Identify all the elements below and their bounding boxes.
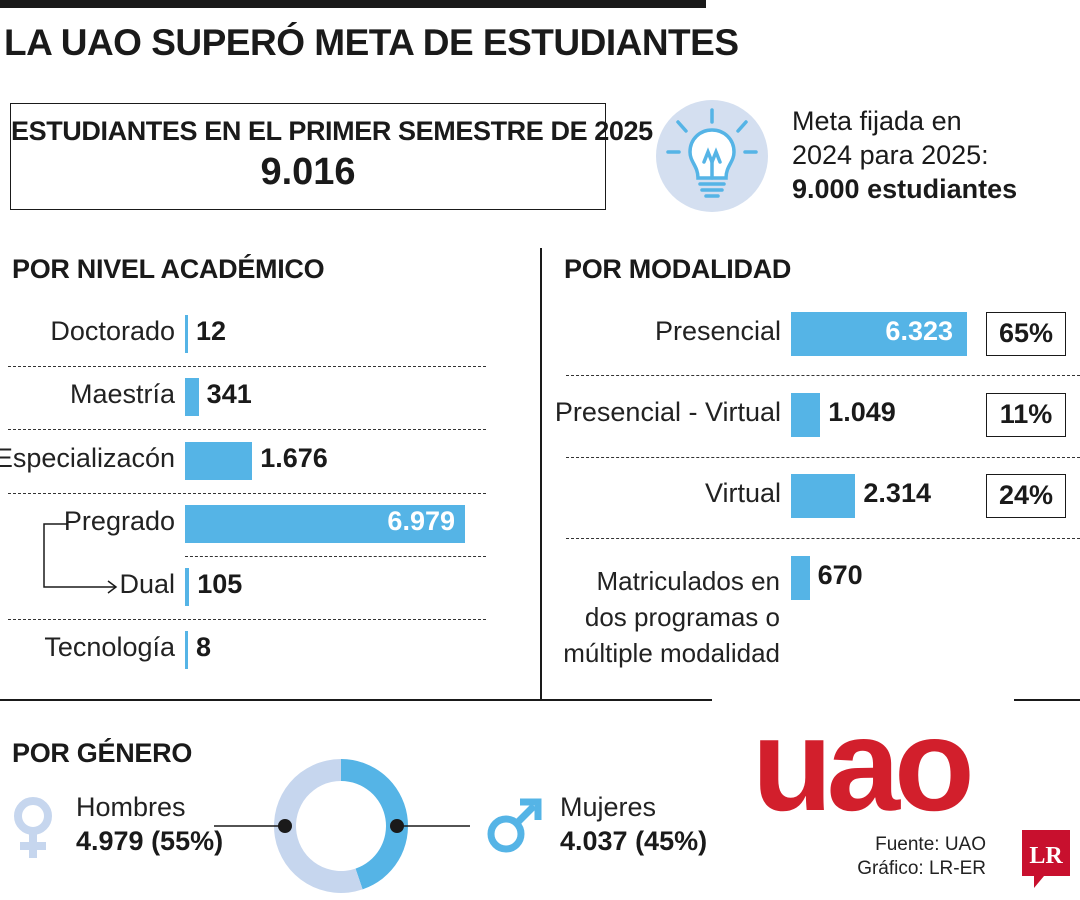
modalidad-pct-presencial: 65% <box>986 312 1066 356</box>
goal-line-3: 9.000 estudiantes <box>792 172 1017 206</box>
total-box: ESTUDIANTES EN EL PRIMER SEMESTRE DE 202… <box>10 103 653 210</box>
row-separator <box>8 493 486 494</box>
nivel-bar-especializacon <box>185 442 253 480</box>
female-icon <box>14 797 52 858</box>
nivel-label-doctorado: Doctorado <box>50 316 175 346</box>
donut-slice-mujeres <box>341 759 408 890</box>
donut-slice-hombres <box>273 759 363 893</box>
row-separator <box>185 556 486 557</box>
modalidad-bar-virtual <box>791 474 856 518</box>
nivel-value-tecnologia: 8 <box>196 632 212 662</box>
modalidad-label-presencial-virtual: Presencial - Virtual <box>554 397 781 427</box>
modalidad-bar-presencial <box>791 312 967 356</box>
modalidad-section-title: POR MODALIDAD <box>564 254 792 284</box>
goal-line-2: 2024 para 2025: <box>792 140 989 170</box>
lightbulb-icon <box>656 100 768 212</box>
source-note: Fuente: UAO Gráfico: LR-ER <box>840 833 986 881</box>
nivel-bar-maestria <box>185 378 199 416</box>
matriculados-line-1: Matriculados en <box>596 566 780 596</box>
nivel-label-maestria: Maestría <box>69 379 175 409</box>
modalidad-value-presencial: 6.323 <box>885 316 953 346</box>
nivel-bar-tecnologia <box>185 631 188 669</box>
total-label: ESTUDIANTES EN EL PRIMER SEMESTRE DE 202… <box>11 116 653 146</box>
modalidad-pct-presencial-virtual: 11% <box>986 393 1066 437</box>
nivel-label-tecnologia: Tecnología <box>44 632 175 662</box>
mujeres-leader-dot <box>390 819 404 833</box>
nivel-bar-pregrado <box>185 505 465 543</box>
modalidad-value-virtual: 2.314 <box>863 478 931 508</box>
lr-logo-text: LR <box>1029 843 1063 869</box>
modalidad-value-presencial-virtual: 1.049 <box>828 397 896 427</box>
modalidad-value-matriculados-en-dos-prog: 670 <box>817 560 863 590</box>
nivel-value-pregrado: 6.979 <box>387 506 455 536</box>
modalidad-bar-matriculados-en-dos-prog <box>791 556 810 600</box>
row-separator <box>566 457 1080 458</box>
total-value: 9.016 <box>260 151 356 193</box>
nivel-label-especializacon: Especializacón <box>0 443 175 473</box>
gender-donut <box>214 759 470 893</box>
nivel-value-especializacon: 1.676 <box>260 443 328 473</box>
goal-text: Meta fijada en 2024 para 2025: 9.000 est… <box>792 104 1017 206</box>
row-separator <box>566 538 1080 539</box>
nivel-value-maestria: 341 <box>206 379 252 409</box>
horizontal-divider-right <box>1014 699 1080 701</box>
mujeres-value: 4.037 (45%) <box>560 826 708 856</box>
row-separator <box>566 375 1080 376</box>
row-separator <box>8 366 486 367</box>
modalidad-label-virtual: Virtual <box>704 478 781 508</box>
nivel-section-title: POR NIVEL ACADÉMICO <box>12 254 325 284</box>
matriculados-label: Matriculados en dos programas o múltiple… <box>560 563 780 671</box>
row-separator <box>8 429 486 430</box>
row-separator <box>8 619 486 620</box>
nivel-bar-doctorado <box>185 315 188 353</box>
mujeres-label: Mujeres <box>560 792 657 822</box>
hombres-leader-dot <box>278 819 292 833</box>
pregrado-dual-connector <box>43 523 118 594</box>
modalidad-pct-virtual: 24% <box>986 474 1066 518</box>
hombres-value: 4.979 (55%) <box>76 826 224 856</box>
nivel-label-dual: Dual <box>119 569 175 599</box>
male-icon <box>487 798 542 853</box>
nivel-label-pregrado: Pregrado <box>63 506 175 536</box>
goal-value: 9.000 estudiantes <box>792 174 1018 204</box>
source-line: Fuente: UAO <box>875 834 986 855</box>
nivel-value-dual: 105 <box>197 569 243 599</box>
main-title: LA UAO SUPERÓ META DE ESTUDIANTES <box>4 22 739 63</box>
modalidad-label-presencial: Presencial <box>654 316 781 346</box>
modalidad-bar-presencial-virtual <box>791 393 821 437</box>
lr-logo: LR <box>1022 830 1070 888</box>
vertical-divider <box>540 248 542 700</box>
goal-line-1: Meta fijada en <box>792 106 962 136</box>
top-rule <box>0 0 706 8</box>
nivel-bar-dual <box>185 568 190 606</box>
uao-logo: uao <box>752 691 975 838</box>
genero-section-title: POR GÉNERO <box>12 738 193 768</box>
credit-line: Gráfico: LR-ER <box>857 858 986 879</box>
horizontal-divider <box>0 699 712 701</box>
nivel-value-doctorado: 12 <box>196 316 227 346</box>
matriculados-line-2: dos programas o <box>584 602 780 632</box>
matriculados-line-3: múltiple modalidad <box>563 638 780 668</box>
hombres-label: Hombres <box>76 792 186 822</box>
